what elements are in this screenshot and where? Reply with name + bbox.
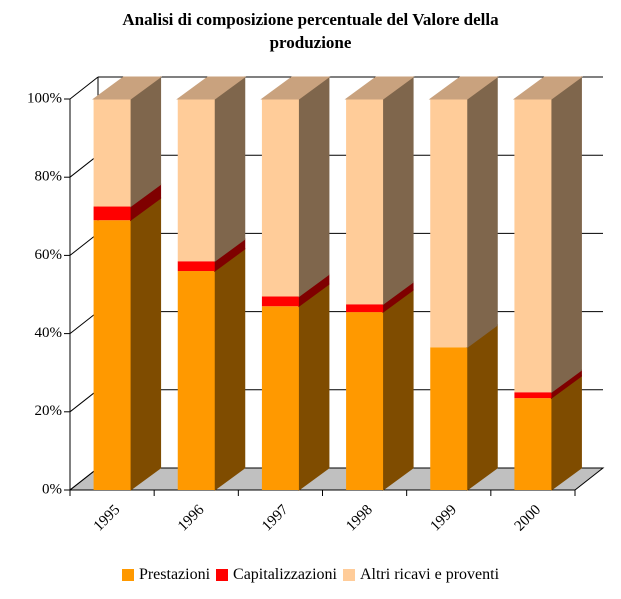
bar-top bbox=[92, 76, 163, 100]
bar-side bbox=[214, 248, 246, 491]
bar-top bbox=[176, 76, 247, 100]
bar-side bbox=[130, 197, 162, 491]
bar bbox=[177, 261, 215, 272]
y-tick-label: 40% bbox=[35, 325, 63, 341]
bar bbox=[346, 99, 384, 305]
bar bbox=[261, 296, 299, 307]
x-tick-label: 1998 bbox=[343, 502, 376, 535]
legend-label: Capitalizzazioni bbox=[233, 566, 337, 583]
legend: Prestazioni Capitalizzazioni Altri ricavi … bbox=[0, 566, 621, 584]
legend-item: Prestazioni bbox=[121, 566, 211, 584]
y-tick-label: 20% bbox=[35, 403, 63, 419]
x-tick-label: 2000 bbox=[512, 502, 545, 535]
x-tick-label: 1999 bbox=[427, 502, 460, 535]
bar bbox=[514, 392, 552, 399]
legend-label: Prestazioni bbox=[138, 566, 211, 583]
chart-title: Analisi di composizione percentuale del … bbox=[122, 10, 499, 52]
legend-label: Altri ricavi e proventi bbox=[359, 566, 500, 583]
bar bbox=[514, 398, 552, 490]
y-tick-label: 0% bbox=[42, 481, 62, 497]
bar-side bbox=[298, 76, 330, 298]
grid-line bbox=[69, 233, 99, 256]
bar bbox=[177, 271, 215, 490]
grid-line bbox=[69, 311, 99, 334]
x-tick-label: 1995 bbox=[91, 502, 124, 535]
bar bbox=[261, 306, 299, 490]
bar-side bbox=[382, 289, 414, 491]
y-tick-label: 100% bbox=[27, 90, 62, 106]
grid-line bbox=[69, 389, 99, 413]
bar-top bbox=[428, 76, 499, 100]
grid-line bbox=[69, 76, 99, 100]
bar bbox=[346, 312, 384, 490]
bar bbox=[514, 99, 552, 393]
bar bbox=[93, 206, 131, 221]
bar-side bbox=[466, 324, 498, 491]
bar bbox=[93, 99, 131, 207]
x-tick-label: 1997 bbox=[259, 502, 292, 535]
grid-line bbox=[69, 154, 99, 178]
bar-side bbox=[466, 76, 498, 349]
bar-side bbox=[550, 76, 582, 394]
legend-swatch bbox=[342, 569, 355, 581]
bar-top bbox=[344, 76, 415, 100]
bar bbox=[430, 99, 468, 348]
bar bbox=[346, 304, 384, 313]
legend-item: Altri ricavi e proventi bbox=[342, 566, 500, 584]
legend-swatch bbox=[121, 569, 134, 581]
bar-side bbox=[214, 76, 246, 263]
legend-item: Capitalizzazioni bbox=[216, 566, 337, 584]
bar-top bbox=[260, 76, 331, 100]
bar bbox=[261, 99, 299, 297]
bar-top bbox=[512, 76, 583, 100]
y-tick-label: 80% bbox=[35, 169, 63, 185]
legend-swatch bbox=[216, 569, 229, 581]
bar bbox=[177, 99, 215, 262]
grid-line bbox=[69, 467, 99, 491]
bar bbox=[430, 347, 468, 490]
bar-side bbox=[130, 76, 162, 208]
y-tick-label: 60% bbox=[35, 247, 63, 263]
bar bbox=[93, 220, 131, 490]
bar-side bbox=[298, 283, 330, 491]
bar-side bbox=[382, 76, 414, 306]
x-tick-label: 1996 bbox=[175, 502, 208, 535]
